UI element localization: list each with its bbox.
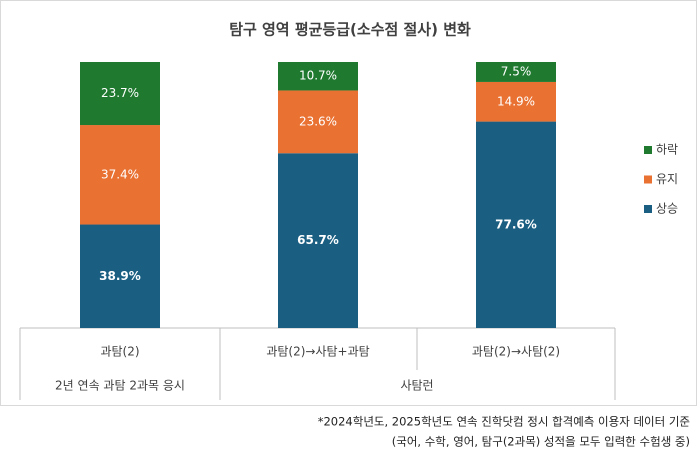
chart-frame xyxy=(0,0,697,406)
bar-segment xyxy=(476,121,556,328)
category-label: 과탐(2) xyxy=(100,345,139,359)
bar-segment xyxy=(278,153,358,328)
value-label: 23.6% xyxy=(299,114,337,128)
bar-segment xyxy=(80,224,160,328)
chart-title: 탐구 영역 평균등급(소수점 절사) 변화 xyxy=(229,21,471,39)
legend-label: 유지 xyxy=(656,172,678,186)
category-label: 과탐(2)→사탐+과탐 xyxy=(266,345,369,359)
group-label: 사탐런 xyxy=(400,379,433,393)
bar-segment xyxy=(278,62,358,91)
bar-segment xyxy=(278,90,358,154)
category-label: 과탐(2)→사탐(2) xyxy=(472,345,560,359)
bar-segment xyxy=(80,62,160,126)
value-label: 14.9% xyxy=(497,94,535,108)
value-label: 7.5% xyxy=(501,64,532,78)
legend-swatch xyxy=(644,175,652,184)
legend-label: 상승 xyxy=(656,202,678,216)
value-label: 65.7% xyxy=(297,233,339,247)
bar-segment xyxy=(80,125,160,225)
legend-swatch xyxy=(644,205,652,213)
legend-swatch xyxy=(644,146,652,154)
footnote: (국어, 수학, 영어, 탐구(2과목) 성적을 모두 입력한 수험생 중) xyxy=(392,435,690,449)
value-label: 38.9% xyxy=(99,269,141,283)
value-label: 77.6% xyxy=(495,217,537,231)
footnote: *2024학년도, 2025학년도 연속 진학닷컴 정시 합격예측 이용자 데이… xyxy=(318,415,690,429)
legend-label: 하락 xyxy=(656,143,678,157)
value-label: 23.7% xyxy=(101,86,139,100)
bar-segment xyxy=(476,62,556,82)
bar-segment xyxy=(476,81,556,122)
group-label: 2년 연속 과탐 2과목 응시 xyxy=(55,379,185,393)
value-label: 37.4% xyxy=(101,167,139,181)
value-label: 10.7% xyxy=(299,69,337,83)
